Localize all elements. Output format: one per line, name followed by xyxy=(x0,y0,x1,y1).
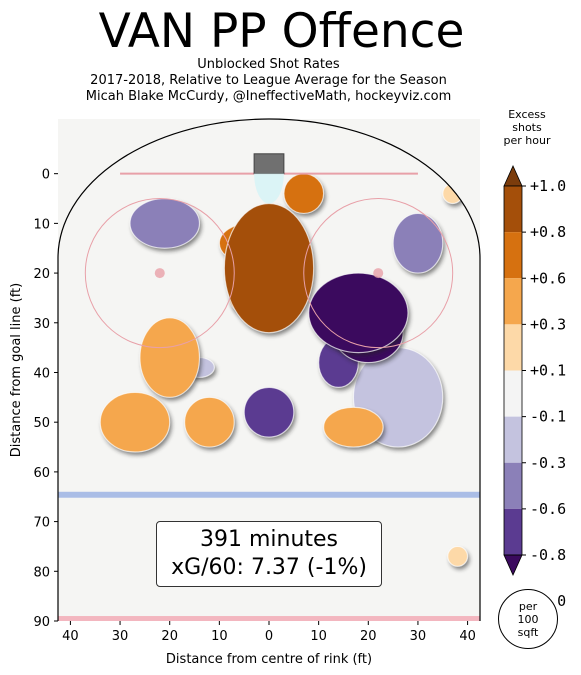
heat-region xyxy=(308,272,409,354)
colorbar-band xyxy=(504,278,522,325)
x-tick-label: 30 xyxy=(112,629,129,644)
heat-region xyxy=(183,396,235,448)
y-tick-label: 30 xyxy=(33,317,50,332)
y-tick-label: 60 xyxy=(33,466,50,481)
centre-line xyxy=(58,616,480,621)
x-tick-label: 40 xyxy=(62,629,79,644)
colorbar-title-line: per hour xyxy=(503,134,551,147)
x-tick-label: 20 xyxy=(360,629,377,644)
colorbar-tick-label: +0.1 xyxy=(530,362,566,380)
colorbar-bottom-arrow xyxy=(503,554,523,576)
blue-line xyxy=(58,491,480,498)
colorbar-tick-label: +1.0 xyxy=(530,177,566,195)
y-tick-label: 10 xyxy=(33,217,50,232)
colorbar-tick-label: -0.6 xyxy=(530,500,566,518)
badge-line: per xyxy=(518,599,538,613)
x-tick-label: 10 xyxy=(310,629,327,644)
y-tick-label: 20 xyxy=(33,267,50,282)
heat-region xyxy=(392,212,444,274)
colorbar-band xyxy=(504,324,522,371)
colorbar-title-line: shots xyxy=(512,121,542,134)
faceoff-dot-right xyxy=(373,268,384,279)
y-tick-label: 90 xyxy=(33,615,50,630)
y-tick-label: 40 xyxy=(33,366,50,381)
chart-title: VAN PP Offence xyxy=(98,4,465,59)
faceoff-circle-right xyxy=(303,198,454,349)
heat-region xyxy=(283,173,325,215)
axes: 40 30 20 10 0 10 20 30 40 0 10 20 30 40 50 60 70 80 90 Dist… xyxy=(9,168,476,667)
subtitle-line-1: Unblocked Shot Rates xyxy=(197,57,340,72)
colorbar-top-arrow xyxy=(503,165,523,187)
subtitle-line-2: 2017-2018, Relative to League Average fo… xyxy=(90,73,447,88)
badge-line: sqft xyxy=(517,625,539,639)
faceoff-dot-left xyxy=(154,268,165,279)
colorbar-title: Excess shots per hour xyxy=(500,108,554,147)
y-tick-label: 50 xyxy=(33,416,50,431)
colorbar-tick-label: +0.3 xyxy=(530,315,566,333)
colorbar-band xyxy=(504,232,522,279)
x-tick-label: 20 xyxy=(161,629,178,644)
xg-label: xG/60: 7.37 (-1%) xyxy=(171,555,367,580)
x-tick-label: 30 xyxy=(410,629,427,644)
heat-region xyxy=(243,386,295,438)
boards xyxy=(57,118,481,621)
per-100-sqft-badge: per 100 sqft xyxy=(498,589,558,649)
colorbar-band xyxy=(504,370,522,417)
summary-box: 391 minutes xG/60: 7.37 (-1%) xyxy=(156,521,382,587)
x-axis-label: Distance from centre of rink (ft) xyxy=(166,652,372,667)
y-tick-label: 70 xyxy=(33,516,50,531)
colorbar-tick-label: -0.3 xyxy=(530,454,566,472)
minutes-label: 391 minutes xyxy=(199,527,339,552)
heat-region xyxy=(129,197,201,249)
colorbar-band xyxy=(504,508,522,555)
colorbar-tick-label: +0.8 xyxy=(530,223,566,241)
colorbar-band xyxy=(504,416,522,463)
y-axis-label: Distance from goal line (ft) xyxy=(9,283,24,457)
colorbar-tick-label: +0.6 xyxy=(530,269,566,287)
colorbar-tick-label: -0.1 xyxy=(530,408,566,426)
x-tick-label: 10 xyxy=(211,629,228,644)
x-tick-label: 40 xyxy=(459,629,476,644)
colorbar-band xyxy=(504,462,522,509)
heat-region xyxy=(323,406,384,448)
faceoff-circle-left xyxy=(84,198,235,349)
x-tick-label: 0 xyxy=(265,629,273,644)
colorbar: +1.0+0.8+0.6+0.3+0.1-0.1-0.3-0.6-0.8-1.0 xyxy=(503,165,566,610)
heat-region xyxy=(99,391,171,453)
goal-crease xyxy=(254,173,284,204)
subtitle-line-3: Micah Blake McCurdy, @IneffectiveMath, h… xyxy=(85,89,452,104)
badge-line: 100 xyxy=(517,612,539,626)
colorbar-band xyxy=(504,186,522,233)
heat-region xyxy=(139,317,201,398)
y-tick-label: 0 xyxy=(42,168,50,183)
heat-region xyxy=(447,545,469,567)
goal-net xyxy=(253,153,285,175)
colorbar-title-line: Excess xyxy=(508,108,546,121)
y-tick-label: 80 xyxy=(33,565,50,580)
heat-region xyxy=(223,202,315,334)
colorbar-tick-label: -0.8 xyxy=(530,546,566,564)
